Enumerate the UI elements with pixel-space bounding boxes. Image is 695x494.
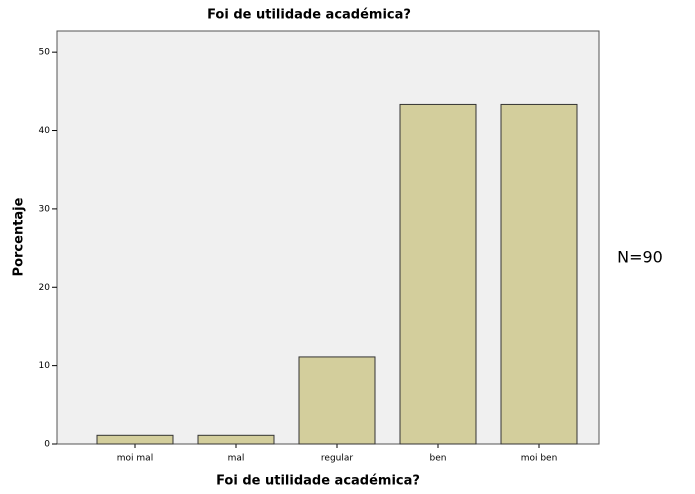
x-tick-label: moi mal xyxy=(117,454,153,464)
bar xyxy=(500,103,578,445)
y-tick-label: 30 xyxy=(39,204,51,214)
x-tick-label: regular xyxy=(321,454,353,464)
y-tick-label: 20 xyxy=(39,283,51,293)
bar xyxy=(197,434,275,445)
x-tick-label: ben xyxy=(430,454,447,464)
annotation: N=90 xyxy=(617,248,663,267)
y-tick-label: 0 xyxy=(44,440,50,450)
bar xyxy=(399,103,477,445)
x-axis-label: Foi de utilidade académica? xyxy=(216,474,420,489)
y-tick-label: 40 xyxy=(39,126,51,136)
x-tick-label: mal xyxy=(228,454,245,464)
x-tick-label: moi ben xyxy=(521,454,558,464)
y-tick-label: 10 xyxy=(39,361,51,371)
y-axis-label: Porcentaje xyxy=(12,197,27,276)
chart-title: Foi de utilidade académica? xyxy=(207,8,411,23)
bar xyxy=(96,434,174,445)
y-tick-label: 50 xyxy=(39,48,51,58)
bar xyxy=(298,356,376,445)
